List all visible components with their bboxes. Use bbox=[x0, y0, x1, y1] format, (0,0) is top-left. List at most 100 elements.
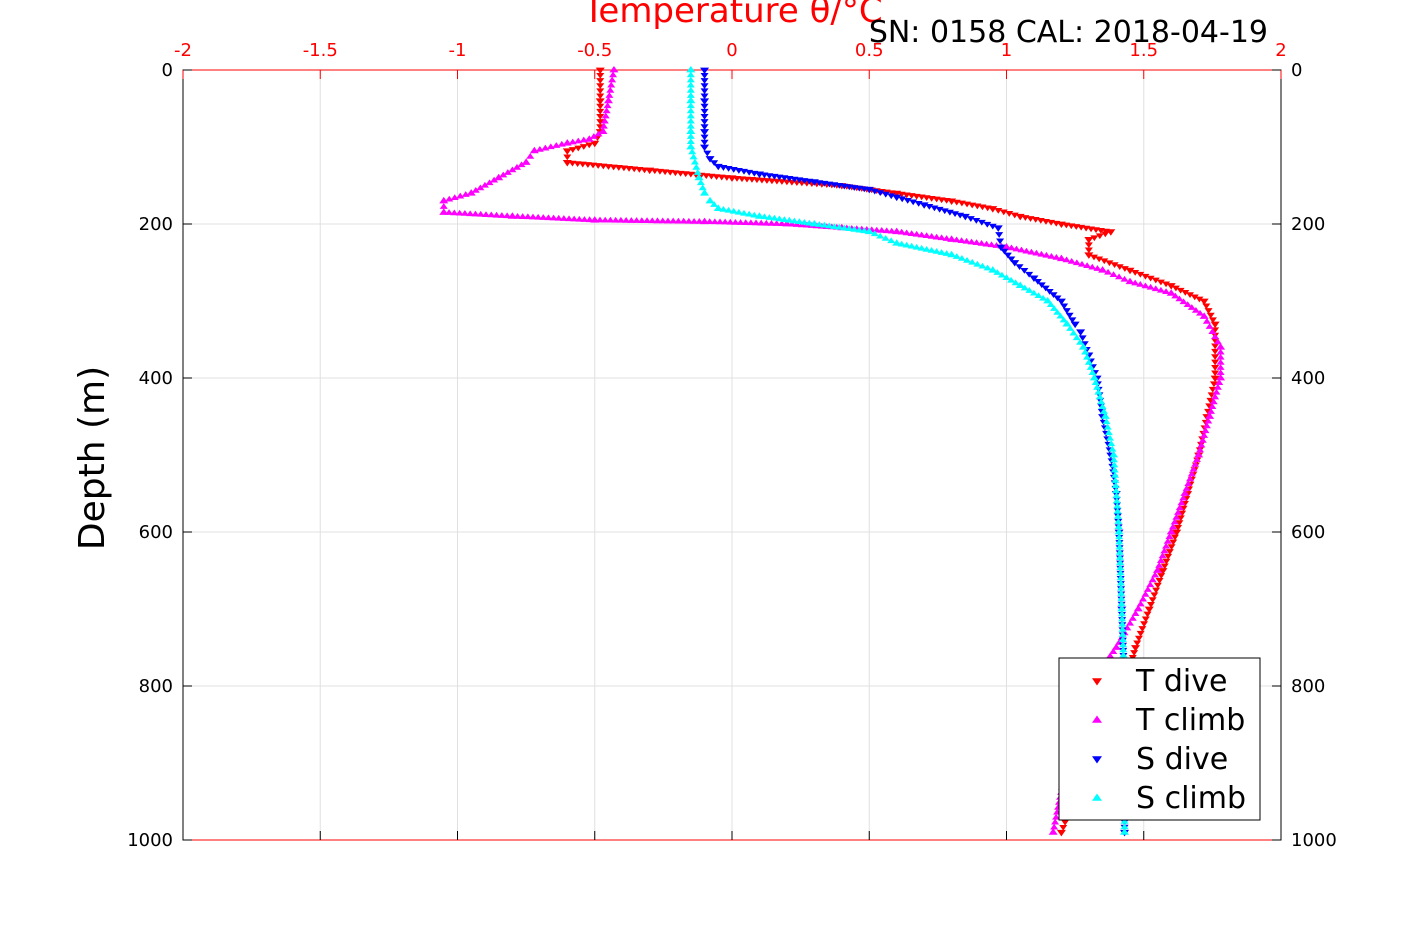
data-marker-fill bbox=[686, 102, 695, 109]
data-marker-fill bbox=[972, 239, 981, 246]
data-marker-fill bbox=[579, 136, 588, 143]
data-point bbox=[1166, 283, 1176, 290]
data-point bbox=[960, 213, 970, 221]
data-point bbox=[754, 212, 764, 219]
data-marker-fill bbox=[887, 237, 896, 244]
data-point bbox=[1144, 606, 1154, 614]
data-point bbox=[1070, 321, 1080, 329]
data-marker-fill bbox=[1192, 456, 1201, 462]
data-marker-fill bbox=[1171, 292, 1180, 299]
data-marker-fill bbox=[1177, 499, 1186, 506]
data-marker-fill bbox=[1069, 329, 1078, 336]
data-marker-fill bbox=[1204, 417, 1213, 424]
data-marker-fill bbox=[1141, 273, 1150, 280]
data-marker-fill bbox=[1215, 379, 1224, 385]
data-marker-fill bbox=[800, 219, 809, 225]
data-marker-fill bbox=[1170, 534, 1179, 541]
x-tick-label: 1.5 bbox=[1129, 40, 1158, 61]
data-marker-fill bbox=[1162, 542, 1171, 549]
x-tick-label: -0.5 bbox=[577, 40, 612, 61]
data-marker-fill bbox=[1119, 651, 1128, 658]
data-marker-fill bbox=[710, 218, 719, 225]
data-marker-fill bbox=[1111, 471, 1120, 478]
data-point bbox=[700, 98, 710, 105]
data-marker-fill bbox=[835, 223, 844, 230]
data-point bbox=[521, 158, 531, 165]
data-marker-fill bbox=[544, 214, 553, 221]
data-marker-fill bbox=[1133, 640, 1142, 647]
data-marker-fill bbox=[686, 122, 695, 129]
data-marker-fill bbox=[1093, 384, 1102, 390]
data-marker-fill bbox=[565, 215, 574, 222]
data-marker-fill bbox=[1176, 515, 1185, 522]
data-marker-fill bbox=[487, 211, 496, 218]
y-axis-label: Depth (m) bbox=[72, 366, 113, 550]
data-marker-fill bbox=[922, 245, 931, 252]
data-marker-fill bbox=[1112, 487, 1121, 494]
data-marker-fill bbox=[482, 211, 491, 217]
y-tick-label-right: 400 bbox=[1291, 368, 1325, 389]
data-marker-fill bbox=[1146, 275, 1155, 282]
y-tick-label-left: 0 bbox=[162, 60, 173, 81]
data-marker-fill bbox=[1211, 333, 1220, 340]
data-marker-fill bbox=[594, 130, 603, 137]
data-marker-fill bbox=[765, 214, 774, 220]
data-marker-fill bbox=[1187, 304, 1196, 310]
data-marker-fill bbox=[602, 107, 611, 114]
data-point bbox=[1120, 828, 1130, 835]
data-point bbox=[595, 98, 605, 105]
data-marker-fill bbox=[785, 216, 794, 223]
data-marker-fill bbox=[1216, 359, 1225, 365]
data-marker-fill bbox=[1179, 494, 1188, 501]
data-marker-fill bbox=[1109, 648, 1118, 654]
data-marker-fill bbox=[703, 150, 712, 157]
data-marker-fill bbox=[607, 81, 616, 88]
data-marker-fill bbox=[1208, 328, 1217, 334]
data-marker-fill bbox=[942, 235, 951, 241]
data-marker-fill bbox=[966, 216, 975, 222]
data-point bbox=[562, 139, 572, 146]
data-marker-fill bbox=[780, 216, 789, 222]
data-marker-fill bbox=[1181, 290, 1190, 296]
data-marker-fill bbox=[1151, 571, 1160, 578]
data-marker-fill bbox=[1169, 539, 1178, 546]
data-marker-fill bbox=[1106, 434, 1115, 441]
data-marker-fill bbox=[1165, 533, 1174, 539]
data-series bbox=[439, 65, 1226, 837]
data-marker-fill bbox=[589, 133, 598, 139]
data-marker-fill bbox=[1178, 510, 1187, 517]
data-marker-fill bbox=[688, 148, 697, 155]
data-marker-fill bbox=[1103, 423, 1112, 430]
data-marker-fill bbox=[1139, 595, 1148, 602]
data-marker-fill bbox=[1115, 548, 1124, 555]
data-marker-fill bbox=[637, 217, 646, 223]
data-point bbox=[700, 144, 710, 152]
data-point bbox=[892, 239, 902, 246]
data-marker-fill bbox=[534, 213, 543, 220]
data-marker-fill bbox=[1211, 393, 1220, 400]
data-marker-fill bbox=[1157, 573, 1166, 579]
data-marker-fill bbox=[1151, 277, 1160, 284]
data-marker-fill bbox=[1211, 359, 1220, 366]
data-marker-fill bbox=[925, 204, 934, 210]
data-marker-fill bbox=[608, 76, 617, 83]
data-marker-fill bbox=[1099, 408, 1108, 414]
data-marker-fill bbox=[1146, 602, 1155, 608]
data-marker-fill bbox=[876, 190, 885, 197]
data-marker-fill bbox=[1042, 251, 1051, 258]
data-marker-fill bbox=[945, 209, 954, 216]
data-marker-fill bbox=[1115, 264, 1124, 270]
data-marker-fill bbox=[1095, 256, 1104, 263]
data-marker-fill bbox=[596, 72, 605, 79]
data-marker-fill bbox=[535, 145, 544, 152]
data-point bbox=[1114, 527, 1124, 535]
x-tick-label: 0 bbox=[726, 40, 737, 61]
data-marker-fill bbox=[1105, 260, 1114, 267]
data-marker-fill bbox=[1197, 441, 1206, 448]
data-marker-fill bbox=[648, 217, 657, 224]
data-point bbox=[1043, 296, 1053, 304]
data-marker-fill bbox=[686, 117, 695, 124]
data-marker-fill bbox=[1184, 480, 1193, 487]
data-marker-fill bbox=[1107, 440, 1116, 447]
data-marker-fill bbox=[700, 134, 709, 141]
